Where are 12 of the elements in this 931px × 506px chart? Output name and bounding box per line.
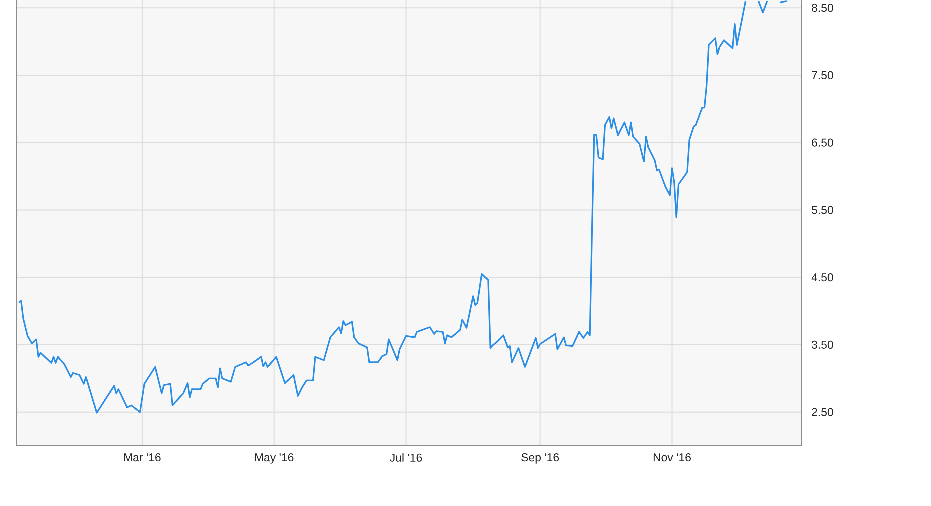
x-tick-label: Nov '16: [654, 454, 691, 462]
x-tick-label: Sep '16: [522, 454, 560, 464]
y-tick-label: 3.50: [812, 340, 834, 349]
y-tick-label: 8.50: [812, 4, 834, 12]
x-tick-label: Jul '16: [390, 454, 422, 462]
x-tick-label: May '16: [255, 454, 294, 464]
y-tick-label: 4.50: [812, 274, 834, 282]
y-tick-label: 7.50: [812, 71, 834, 80]
y-tick-label: 2.50: [812, 408, 834, 416]
x-tick-label: Mar '16: [124, 454, 161, 462]
y-tick-label: 5.50: [812, 206, 834, 214]
y-tick-label: 6.50: [812, 138, 834, 147]
